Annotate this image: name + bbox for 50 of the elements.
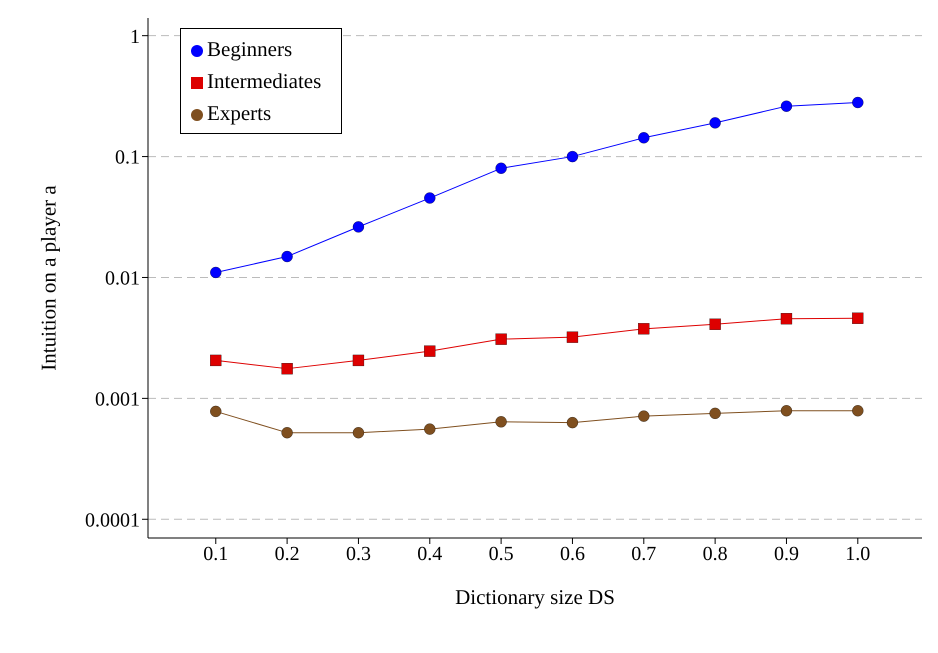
point [352, 427, 364, 438]
point [495, 162, 507, 174]
point [210, 406, 222, 418]
y-tick-label: 0.0001 [85, 509, 140, 532]
point [780, 405, 792, 416]
x-tick-label: 1.0 [845, 543, 870, 566]
point [352, 354, 364, 366]
point [210, 354, 222, 366]
legend-label: Beginners [207, 37, 292, 61]
point [780, 313, 792, 324]
y-tick-label: 0.001 [95, 388, 140, 410]
y-tick-label: 0.1 [115, 146, 140, 169]
point [852, 405, 864, 416]
y-tick-label: 1 [130, 26, 140, 48]
point [709, 318, 721, 330]
x-tick-label: 0.2 [274, 543, 300, 566]
x-tick-label: 0.9 [774, 543, 799, 566]
x-tick-label: 0.7 [631, 543, 656, 566]
point [352, 221, 364, 233]
x-tick-label: 0.6 [560, 543, 585, 566]
x-tick-label: 0.4 [417, 543, 442, 566]
point [852, 96, 864, 108]
point [709, 408, 721, 419]
y-axis-title: Intuition on a player a [36, 184, 60, 371]
point [281, 250, 293, 262]
legend-label: Experts [207, 101, 272, 125]
legend-label: Intermediates [207, 69, 322, 93]
x-tick-label: 0.3 [346, 543, 371, 566]
point [424, 423, 436, 435]
point [495, 333, 507, 345]
point [210, 266, 222, 278]
point [852, 312, 864, 324]
point [566, 331, 578, 343]
x-tick-label: 0.8 [702, 543, 728, 566]
point [638, 410, 650, 422]
x-tick-label: 0.5 [488, 543, 514, 566]
point [566, 150, 578, 162]
point [424, 345, 436, 357]
point [638, 132, 650, 144]
point [424, 192, 436, 204]
point [495, 416, 507, 428]
point [709, 117, 721, 129]
point [281, 427, 293, 438]
point [780, 100, 792, 112]
point [638, 323, 650, 334]
point [566, 416, 578, 428]
x-tick-label: 0.1 [203, 543, 228, 566]
point [281, 363, 293, 374]
x-axis-title: Dictionary size DS [455, 585, 615, 609]
y-tick-label: 0.01 [105, 268, 140, 290]
